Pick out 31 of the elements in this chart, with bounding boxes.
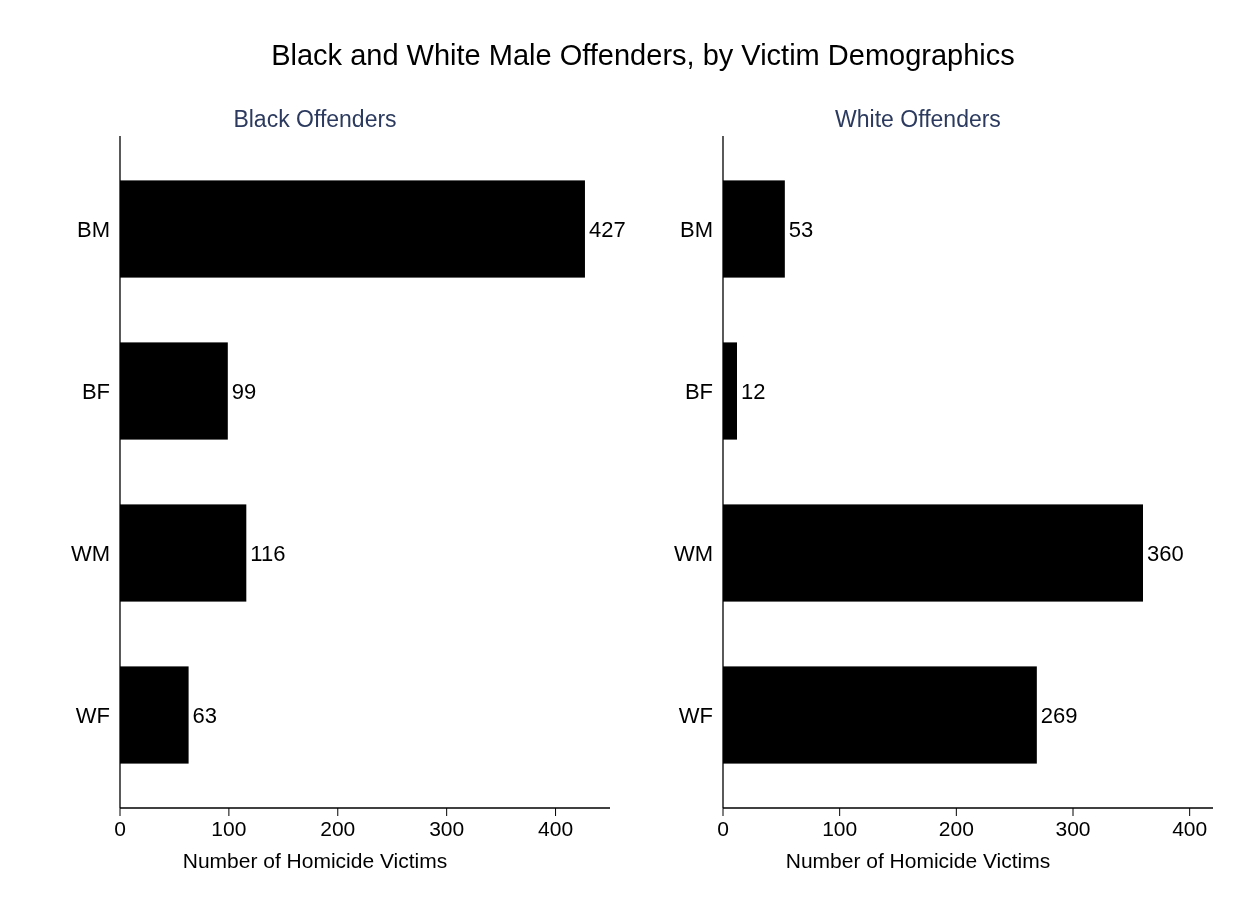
data-label: 99	[231, 378, 257, 404]
x-tick-label: 100	[822, 817, 858, 840]
y-tick-label: WM	[673, 540, 713, 566]
chart-subtitle: White Offenders	[835, 106, 1001, 132]
data-label: 116	[250, 540, 286, 566]
x-tick-label: 0	[114, 817, 126, 840]
data-label: 360	[1147, 540, 1184, 566]
x-axis-title: Number of Homicide Victims	[182, 849, 448, 872]
y-tick-label: WF	[678, 702, 713, 728]
y-tick-label: BM	[77, 216, 110, 242]
x-tick-label: 200	[938, 817, 974, 840]
y-tick-label: WM	[70, 540, 110, 566]
chart-title: Black and White Male Offenders, by Victim Demographics	[271, 39, 1015, 71]
x-tick-label: 200	[320, 817, 356, 840]
data-label: 12	[741, 378, 766, 404]
x-tick-label: 300	[1055, 817, 1091, 840]
data-label: 269	[1040, 702, 1078, 728]
data-label: 427	[588, 216, 626, 242]
x-tick-label: 400	[538, 817, 574, 840]
y-tick-label: BM	[680, 216, 713, 242]
x-axis-title: Number of Homicide Victims	[785, 849, 1051, 872]
x-tick-label: 400	[1172, 817, 1208, 840]
data-label: 53	[788, 216, 814, 242]
y-tick-label: WF	[75, 702, 110, 728]
y-tick-label: BF	[684, 378, 713, 404]
y-tick-label: BF	[81, 378, 110, 404]
chart-subtitle: Black Offenders	[233, 106, 397, 132]
x-tick-label: 100	[211, 817, 247, 840]
data-label: 63	[192, 702, 218, 728]
x-tick-label: 300	[429, 817, 465, 840]
x-tick-label: 0	[717, 817, 729, 840]
